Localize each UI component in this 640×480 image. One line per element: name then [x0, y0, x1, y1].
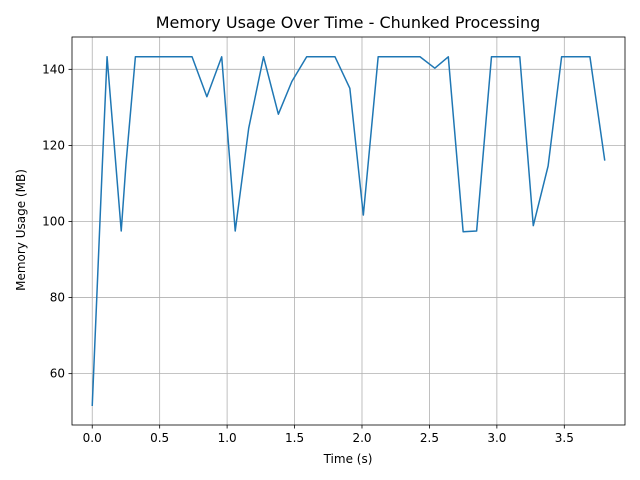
y-tick-label: 140	[42, 62, 65, 76]
y-axis-ticks: 60 80 100 120 140	[42, 62, 72, 381]
chart-title: Memory Usage Over Time - Chunked Process…	[156, 13, 541, 32]
y-tick-label: 120	[42, 138, 65, 152]
x-tick-label: 0.5	[150, 431, 169, 445]
x-tick-label: 1.0	[218, 431, 237, 445]
y-tick-label: 80	[50, 291, 65, 305]
x-tick-label: 2.5	[420, 431, 439, 445]
x-tick-label: 1.5	[285, 431, 304, 445]
y-tick-label: 60	[50, 367, 65, 381]
series-line	[91, 56, 606, 407]
x-axis-label: Time (s)	[323, 452, 373, 466]
x-tick-label: 3.5	[555, 431, 574, 445]
y-axis-label: Memory Usage (MB)	[14, 169, 28, 291]
x-tick-label: 3.0	[487, 431, 506, 445]
series-layer	[91, 56, 606, 407]
x-tick-label: 2.0	[352, 431, 371, 445]
axes-frame	[71, 36, 626, 426]
plot-frame	[71, 36, 626, 426]
x-axis-ticks: 0.0 0.5 1.0 1.5 2.0 2.5 3.0 3.5	[83, 425, 574, 445]
x-tick-label: 0.0	[83, 431, 102, 445]
grid-lines	[72, 37, 625, 425]
y-tick-label: 100	[42, 214, 65, 228]
